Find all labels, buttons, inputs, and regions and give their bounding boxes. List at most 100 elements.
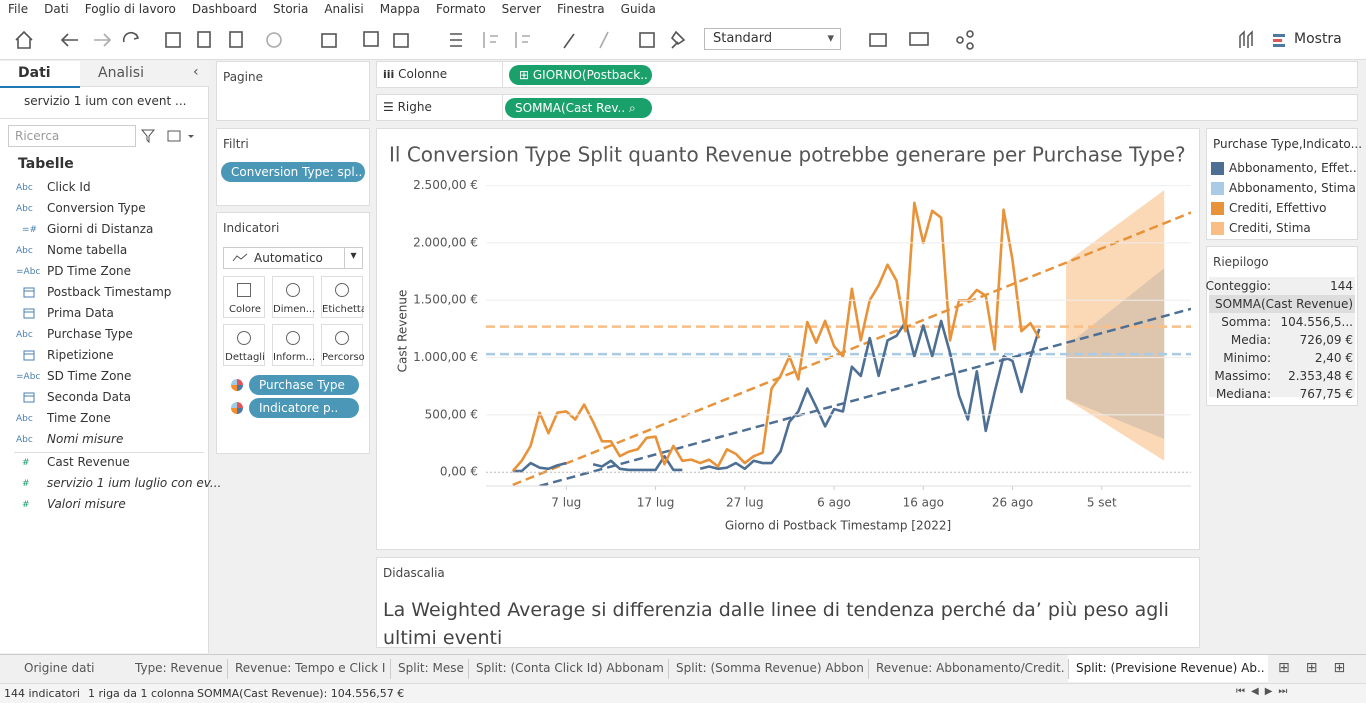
- menu-item[interactable]: Mappa: [379, 2, 421, 16]
- field-name[interactable]: PD Time Zone: [47, 264, 132, 278]
- mark-button-icon: [237, 283, 251, 297]
- series-line: [699, 319, 1041, 471]
- field-name[interactable]: Conversion Type: [47, 201, 146, 215]
- menu-item[interactable]: Finestra: [557, 2, 605, 16]
- clear-button[interactable]: [393, 33, 409, 48]
- menu-item[interactable]: Formato: [436, 2, 486, 16]
- field-name[interactable]: Nomi misure: [47, 432, 124, 446]
- sheet-tab[interactable]: Split: (Somma Revenue) Abbon...: [676, 661, 864, 675]
- legend-label[interactable]: Crediti, Stima: [1229, 221, 1311, 235]
- mark-button[interactable]: Dettagli: [223, 324, 265, 366]
- filter-fields-button[interactable]: [140, 129, 156, 144]
- rows-pill[interactable]: SOMMA(Cast Rev.. ⌕: [505, 98, 652, 118]
- marks-pill[interactable]: Indicatore p..: [249, 398, 359, 418]
- menu-item[interactable]: Analisi: [324, 2, 364, 16]
- columns-pill[interactable]: ⊞ GIORNO(Postback..: [509, 65, 652, 85]
- sort-asc-button[interactable]: [483, 32, 498, 48]
- field-name[interactable]: Ripetizione: [47, 348, 114, 362]
- field-name[interactable]: Valori misure: [47, 497, 126, 511]
- presentation-button[interactable]: [909, 32, 929, 46]
- swap-button[interactable]: [450, 33, 462, 47]
- legend-label[interactable]: Abbonamento, Effet..: [1229, 161, 1357, 175]
- field-name[interactable]: Seconda Data: [47, 390, 131, 404]
- data-tab[interactable]: Dati: [18, 65, 51, 81]
- mark-button[interactable]: Inform...: [272, 324, 315, 366]
- menu-item[interactable]: Storia: [273, 2, 309, 16]
- highlight-button[interactable]: [563, 33, 575, 49]
- field-name[interactable]: Time Zone: [47, 411, 111, 425]
- menu-item[interactable]: Dati: [44, 2, 69, 16]
- legend-swatch: [1211, 182, 1224, 195]
- tab-separator: [468, 659, 469, 679]
- field-name[interactable]: servizio 1 ium luglio con ev...: [47, 476, 222, 490]
- menu-item[interactable]: Foglio di lavoro: [84, 2, 176, 16]
- menu-item[interactable]: Server: [501, 2, 542, 16]
- menu-item[interactable]: File: [8, 2, 29, 16]
- field-name[interactable]: Giorni di Distanza: [47, 222, 154, 236]
- menu-item[interactable]: Guida: [620, 2, 656, 16]
- back-button[interactable]: [60, 33, 78, 47]
- sort-desc-button[interactable]: [515, 32, 530, 48]
- show-me-button[interactable]: [869, 33, 887, 47]
- collapse-button[interactable]: ‹: [193, 64, 199, 80]
- show-me-icon[interactable]: [1272, 32, 1288, 50]
- compare-icon[interactable]: [1236, 30, 1260, 52]
- field-name[interactable]: Cast Revenue: [47, 455, 130, 469]
- labels-button[interactable]: [639, 32, 655, 48]
- status-nav[interactable]: ⏮◀▶⏭: [1236, 686, 1294, 697]
- sheet-tab[interactable]: Revenue: Abbonamento/Credit...: [876, 661, 1064, 675]
- field-name[interactable]: Postback Timestamp: [47, 285, 172, 299]
- data-pane: Dati Analisi ‹ servizio 1 ium con event …: [0, 61, 221, 653]
- forward-button[interactable]: [94, 33, 112, 47]
- summary-label: Conteggio:: [1205, 279, 1271, 293]
- home-button[interactable]: [15, 30, 33, 49]
- mark-button[interactable]: Colore: [223, 276, 265, 318]
- summary-value: 2,40 €: [1314, 351, 1353, 365]
- pill-icon: [231, 402, 243, 414]
- field-icon: #: [22, 500, 30, 510]
- caption-card: Didascalia La Weighted Average si differ…: [376, 557, 1200, 649]
- mark-button[interactable]: Dimen...: [272, 276, 315, 318]
- pin-button[interactable]: [670, 30, 686, 49]
- mark-button[interactable]: Etichetta: [321, 276, 364, 318]
- marks-pill[interactable]: Purchase Type: [249, 375, 359, 395]
- legend-label[interactable]: Abbonamento, Stima: [1229, 181, 1356, 195]
- share-button[interactable]: [956, 36, 964, 44]
- analysis-tab[interactable]: Analisi: [98, 65, 144, 81]
- sheet-tab[interactable]: Split: Mese: [398, 661, 464, 675]
- sheet-tab[interactable]: Split: (Previsione Revenue) Ab...: [1076, 661, 1264, 675]
- sheet-tab[interactable]: Revenue: Tempo e Click Id: [235, 661, 386, 675]
- save-button[interactable]: [165, 32, 181, 48]
- new-sheet-buttons[interactable]: ⊞⊞⊞: [1278, 660, 1362, 676]
- columns-text: Colonne: [398, 67, 448, 81]
- filter-pill[interactable]: Conversion Type: spl..: [221, 162, 365, 182]
- menu-item[interactable]: Dashboard: [191, 2, 258, 16]
- field-name[interactable]: Click Id: [47, 180, 91, 194]
- fit-dropdown[interactable]: Standard ▾: [704, 28, 841, 50]
- active-tab-bg: [1068, 655, 1268, 682]
- date-icon: [23, 308, 35, 319]
- search-placeholder: Ricerca: [15, 129, 60, 143]
- field-name[interactable]: Nome tabella: [47, 243, 128, 257]
- search-box[interactable]: Ricerca: [8, 125, 136, 147]
- legend-label[interactable]: Crediti, Effettivo: [1229, 201, 1327, 215]
- mark-type-dropdown[interactable]: Automatico ▾: [223, 247, 363, 269]
- sheet-tab[interactable]: Origine dati: [24, 661, 95, 675]
- pause-button[interactable]: [229, 31, 243, 48]
- sheet-tab[interactable]: Split: (Conta Click Id) Abbonam...: [476, 661, 664, 675]
- redo-button[interactable]: [122, 31, 140, 43]
- duplicate-button[interactable]: [363, 31, 379, 47]
- new-sheet-button[interactable]: [321, 33, 337, 48]
- annotate-button[interactable]: [599, 31, 609, 49]
- field-name[interactable]: Prima Data: [47, 306, 114, 320]
- view-button[interactable]: [167, 130, 181, 142]
- datasource-name[interactable]: servizio 1 ium con event ...: [24, 94, 187, 108]
- field-name[interactable]: Purchase Type: [47, 327, 133, 341]
- mark-button[interactable]: Percorso: [321, 324, 364, 366]
- field-name[interactable]: SD Time Zone: [47, 369, 132, 383]
- caption-title: Didascalia: [383, 566, 445, 580]
- new-datasource-button[interactable]: [197, 31, 211, 48]
- refresh-button[interactable]: [266, 32, 282, 48]
- show-me-label[interactable]: Mostra: [1294, 31, 1342, 47]
- sheet-tab[interactable]: Type: Revenue: [135, 661, 223, 675]
